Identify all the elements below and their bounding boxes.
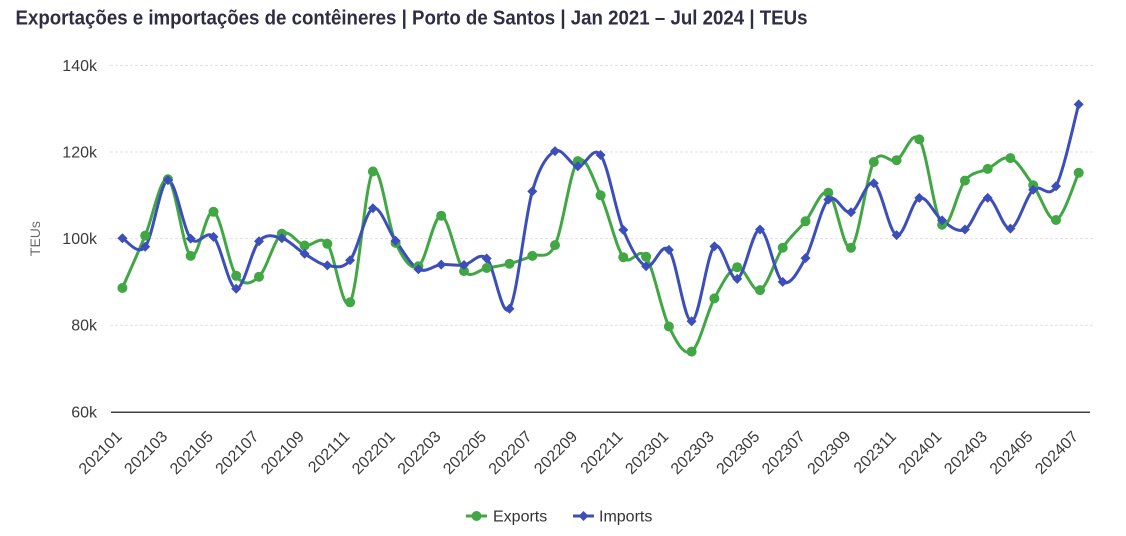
svg-text:202305: 202305 [714,428,764,478]
svg-text:202403: 202403 [941,428,991,478]
svg-text:202209: 202209 [531,428,581,478]
svg-text:80k: 80k [71,318,98,335]
svg-text:140k: 140k [62,58,98,75]
svg-text:202205: 202205 [440,428,490,478]
svg-text:202111: 202111 [305,428,353,476]
svg-text:202407: 202407 [1032,428,1082,478]
svg-text:202105: 202105 [167,428,217,478]
svg-text:202203: 202203 [395,428,445,478]
svg-text:202109: 202109 [258,428,308,478]
svg-text:202211: 202211 [578,428,627,477]
svg-text:202303: 202303 [668,428,718,478]
svg-text:100k: 100k [62,231,98,248]
svg-text:202207: 202207 [486,428,536,478]
svg-text:60k: 60k [71,404,98,421]
svg-text:202103: 202103 [121,428,171,478]
svg-text:120k: 120k [62,145,98,162]
svg-text:202301: 202301 [622,428,672,478]
svg-text:202311: 202311 [851,428,900,477]
svg-text:202307: 202307 [759,428,809,478]
svg-text:TEUs: TEUs [27,221,43,256]
svg-text:202401: 202401 [896,428,946,478]
svg-text:Exportações e importações de c: Exportações e importações de contêineres… [16,8,808,30]
svg-text:Imports: Imports [599,509,652,526]
svg-text:Exports: Exports [493,509,547,526]
svg-text:202201: 202201 [349,428,399,478]
svg-text:202309: 202309 [805,428,855,478]
svg-text:202101: 202101 [76,428,126,478]
svg-text:202107: 202107 [213,428,263,478]
svg-text:202405: 202405 [987,428,1037,478]
